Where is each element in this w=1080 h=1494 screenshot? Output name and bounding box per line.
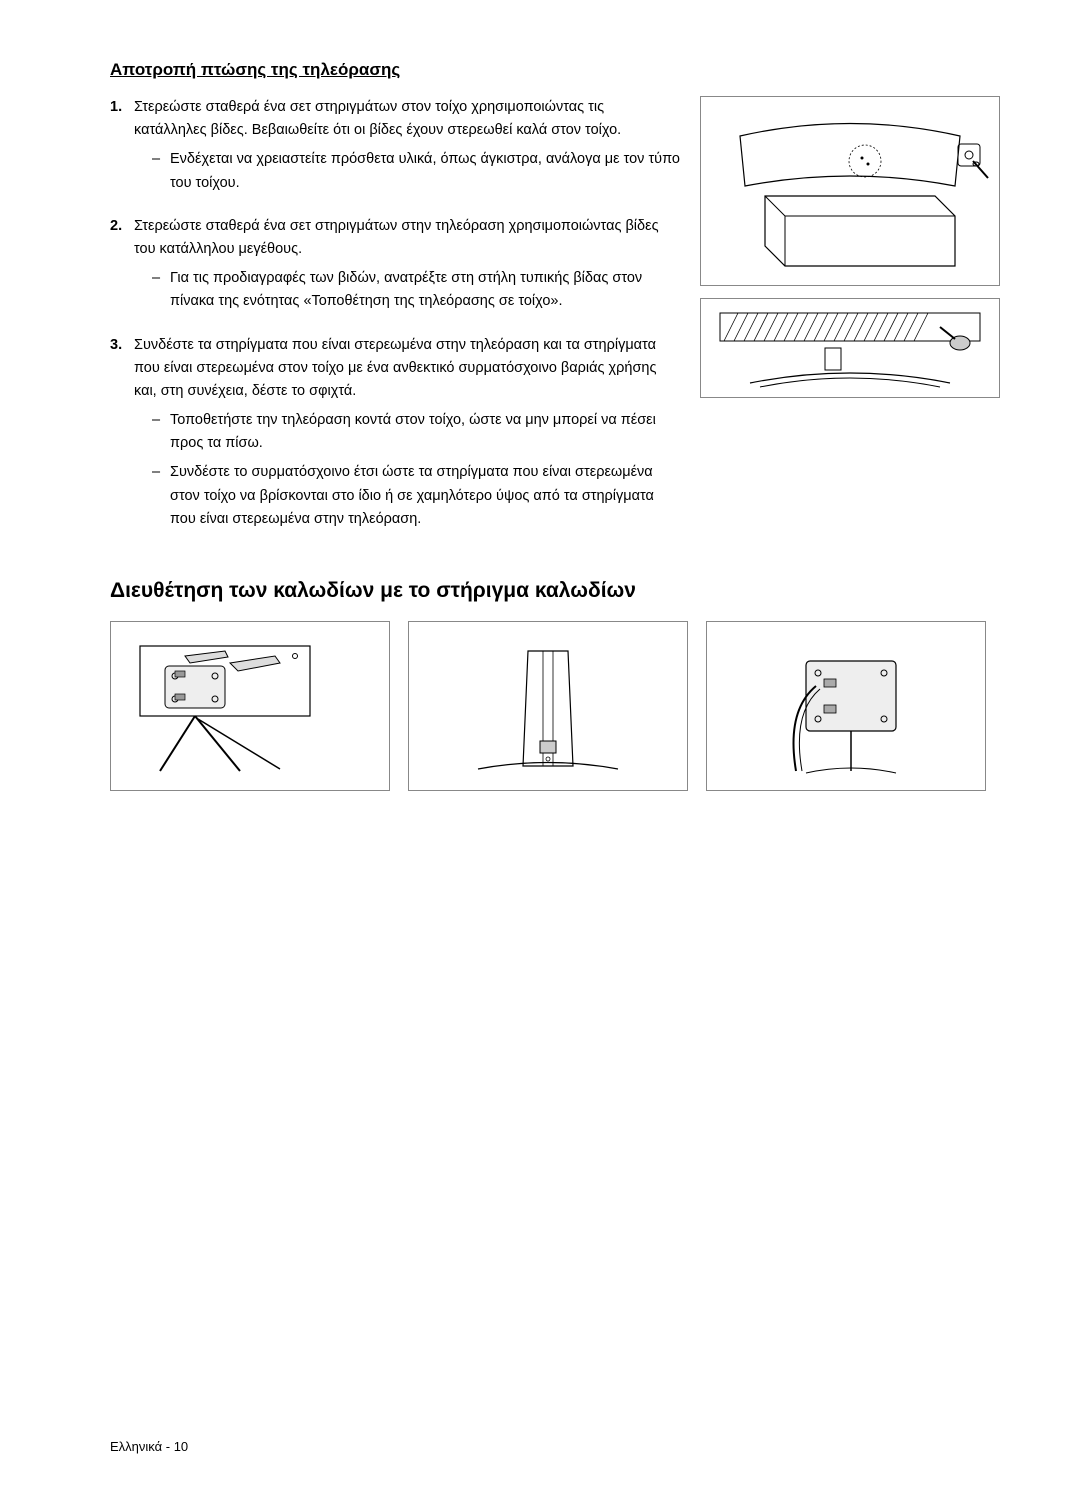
dash-icon: – [152, 409, 170, 455]
sub-item: – Συνδέστε το συρματόσχοινο έτσι ώστε τα… [152, 461, 680, 531]
page-footer: Ελληνικά - 10 [110, 1439, 188, 1454]
step-item: 1. Στερεώστε σταθερά ένα σετ στηριγμάτων… [110, 96, 680, 201]
text-column: 1. Στερεώστε σταθερά ένα σετ στηριγμάτων… [110, 96, 680, 551]
cable-illustration-3 [706, 621, 986, 791]
step-body: Στερεώστε σταθερά ένα σετ στηριγμάτων στ… [134, 96, 680, 201]
cable-illustration-1 [110, 621, 390, 791]
sub-item: – Για τις προδιαγραφές των βιδών, ανατρέ… [152, 267, 680, 313]
step-body: Συνδέστε τα στηρίγματα που είναι στερεωμ… [134, 334, 680, 538]
sub-item: – Ενδέχεται να χρειαστείτε πρόσθετα υλικ… [152, 148, 680, 194]
step-body: Στερεώστε σταθερά ένα σετ στηριγμάτων στ… [134, 215, 680, 320]
cable-illustration-2 [408, 621, 688, 791]
step-number: 3. [110, 334, 134, 538]
sub-text: Ενδέχεται να χρειαστείτε πρόσθετα υλικά,… [170, 148, 680, 194]
content-row: 1. Στερεώστε σταθερά ένα σετ στηριγμάτων… [110, 96, 1000, 551]
step-text: Συνδέστε τα στηρίγματα που είναι στερεωμ… [134, 337, 656, 399]
steps-list: 1. Στερεώστε σταθερά ένα σετ στηριγμάτων… [110, 96, 680, 537]
diagram-column [700, 96, 1000, 551]
substeps: – Ενδέχεται να χρειαστείτε πρόσθετα υλικ… [134, 148, 680, 194]
step-text: Στερεώστε σταθερά ένα σετ στηριγμάτων στ… [134, 99, 621, 138]
illustration-row [110, 621, 1000, 791]
step-text: Στερεώστε σταθερά ένα σετ στηριγμάτων στ… [134, 218, 659, 257]
dash-icon: – [152, 267, 170, 313]
tv-wall-diagram [700, 96, 1000, 286]
dash-icon: – [152, 461, 170, 531]
substeps: – Για τις προδιαγραφές των βιδών, ανατρέ… [134, 267, 680, 313]
wall-anchor-diagram [700, 298, 1000, 398]
dash-icon: – [152, 148, 170, 194]
cable-heading: Διευθέτηση των καλωδίων με το στήριγμα κ… [110, 579, 1000, 603]
sub-text: Για τις προδιαγραφές των βιδών, ανατρέξτ… [170, 267, 680, 313]
step-item: 2. Στερεώστε σταθερά ένα σετ στηριγμάτων… [110, 215, 680, 320]
sub-text: Τοποθετήστε την τηλεόραση κοντά στον τοί… [170, 409, 680, 455]
step-number: 1. [110, 96, 134, 201]
step-item: 3. Συνδέστε τα στηρίγματα που είναι στερ… [110, 334, 680, 538]
section-title: Αποτροπή πτώσης της τηλεόρασης [110, 60, 1000, 80]
substeps: – Τοποθετήστε την τηλεόραση κοντά στον τ… [134, 409, 680, 531]
sub-item: – Τοποθετήστε την τηλεόραση κοντά στον τ… [152, 409, 680, 455]
step-number: 2. [110, 215, 134, 320]
sub-text: Συνδέστε το συρματόσχοινο έτσι ώστε τα σ… [170, 461, 680, 531]
